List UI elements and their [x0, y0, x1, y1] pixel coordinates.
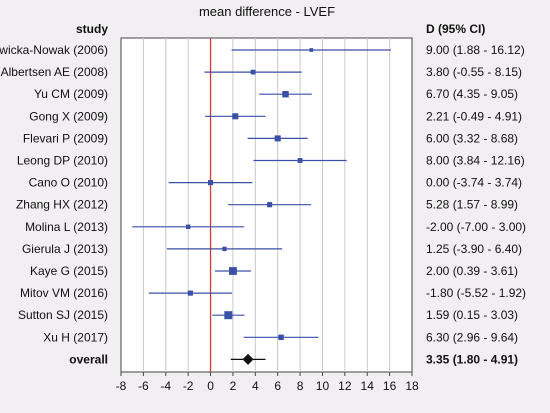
study-column-header: study [76, 22, 108, 36]
x-tick-label: -6 [138, 379, 149, 393]
study-label: Flevari P (2009) [23, 131, 108, 145]
study-label: Mitov VM (2016) [20, 286, 108, 300]
study-ci-label: 1.25 (-3.90 - 6.40) [426, 242, 522, 256]
x-tick-label: 8 [297, 379, 304, 393]
x-tick-label: 16 [383, 379, 397, 393]
study-ci-label: 5.28 (1.57 - 8.99) [426, 198, 518, 212]
study-point-square [274, 135, 281, 142]
study-point-square [229, 267, 237, 275]
study-ci-label: 0.00 (-3.74 - 3.74) [426, 176, 522, 190]
study-ci-label: 1.59 (0.15 - 3.03) [426, 308, 518, 322]
x-tick-label: 18 [405, 379, 419, 393]
study-point-square [187, 290, 193, 296]
study-point-square [207, 180, 214, 186]
plot-area: -8 -6 -4 -2 0 2 4 6 8 10 12 14 16 18 Lewicka-Nowak (20… [0, 37, 526, 393]
study-ci-label: 2.21 (-0.49 - 4.91) [426, 109, 522, 123]
x-tick-label: 2 [230, 379, 237, 393]
overall-diamond [242, 353, 254, 365]
study-ci-label: -2.00 (-7.00 - 3.00) [426, 220, 526, 234]
study-label: Sutton SJ (2015) [18, 308, 108, 322]
x-tick-label: -4 [160, 379, 171, 393]
study-ci-label: -1.80 (-5.52 - 1.92) [426, 286, 526, 300]
study-label: Molina L (2013) [25, 220, 108, 234]
study-label: Albertsen AE (2008) [1, 65, 108, 79]
ci-column-header: D (95% CI) [426, 22, 485, 36]
study-label: Kaye G (2015) [30, 264, 108, 278]
chart-title: mean difference - LVEF [199, 4, 335, 19]
study-ci-label: 2.00 (0.39 - 3.61) [426, 264, 518, 278]
x-tick-label: 12 [338, 379, 352, 393]
x-tick-label: -2 [183, 379, 194, 393]
study-label: Zhang HX (2012) [16, 198, 108, 212]
x-tick-label: -8 [116, 379, 127, 393]
study-label: Gong X (2009) [29, 109, 108, 123]
study-label: Gierula J (2013) [22, 242, 108, 256]
study-label: Cano O (2010) [29, 176, 108, 190]
study-point-square [282, 90, 289, 98]
study-label: Yu CM (2009) [34, 87, 108, 101]
study-label: Lewicka-Nowak (2006) [0, 43, 108, 57]
x-tick-label: 6 [274, 379, 281, 393]
x-tick-label: 0 [207, 379, 214, 393]
study-ci-label: 3.80 (-0.55 - 8.15) [426, 65, 522, 79]
study-ci-label: 8.00 (3.84 - 12.16) [426, 154, 525, 168]
study-point-square [250, 69, 256, 75]
overall-ci-label: 3.35 (1.80 - 4.91) [426, 352, 518, 366]
study-point-square [185, 224, 191, 230]
study-label: Leong DP (2010) [17, 154, 108, 168]
study-point-square [267, 202, 273, 208]
study-ci-label: 6.30 (2.96 - 9.64) [426, 330, 518, 344]
study-point-square [278, 334, 284, 341]
study-point-square [224, 311, 233, 320]
study-point-square [309, 48, 314, 52]
study-point-square [232, 113, 239, 120]
x-tick-label: 10 [316, 379, 330, 393]
x-tick-label: 4 [252, 379, 259, 393]
study-point-square [297, 158, 303, 163]
study-label: Xu H (2017) [43, 330, 108, 344]
study-ci-label: 9.00 (1.88 - 16.12) [426, 43, 525, 57]
x-tick-label: 14 [361, 379, 375, 393]
study-ci-label: 6.70 (4.35 - 9.05) [426, 87, 518, 101]
study-ci-label: 6.00 (3.32 - 8.68) [426, 131, 518, 145]
study-point-square [222, 246, 227, 252]
overall-label: overall [69, 352, 108, 366]
